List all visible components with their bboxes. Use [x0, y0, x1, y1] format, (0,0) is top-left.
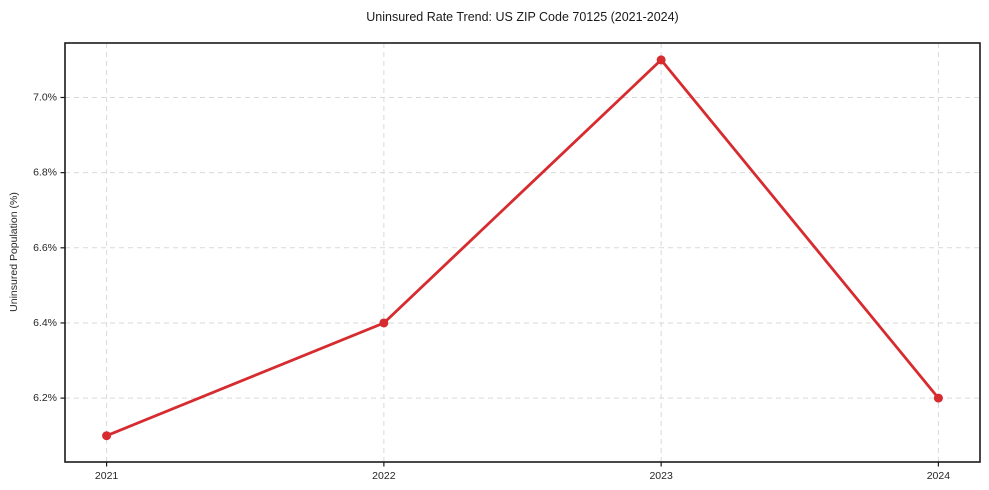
chart-title: Uninsured Rate Trend: US ZIP Code 70125 …	[366, 10, 679, 24]
plot-border	[64, 42, 981, 463]
data-point-marker	[933, 393, 943, 403]
y-tick-label: 6.8%	[33, 167, 57, 179]
x-tick-label: 2023	[649, 470, 673, 482]
data-point-marker	[379, 318, 389, 328]
y-tick-label: 7.0%	[33, 91, 57, 103]
trend-line	[105, 58, 940, 438]
y-tick-label: 6.4%	[33, 317, 57, 329]
data-point-marker	[656, 55, 666, 65]
x-tick-label: 2021	[95, 470, 119, 482]
y-tick-label: 6.6%	[33, 242, 57, 254]
y-tick-label: 6.2%	[33, 392, 57, 404]
x-tick-label: 2022	[372, 470, 396, 482]
data-point-marker	[102, 431, 112, 441]
x-tick-label: 2024	[927, 470, 951, 482]
